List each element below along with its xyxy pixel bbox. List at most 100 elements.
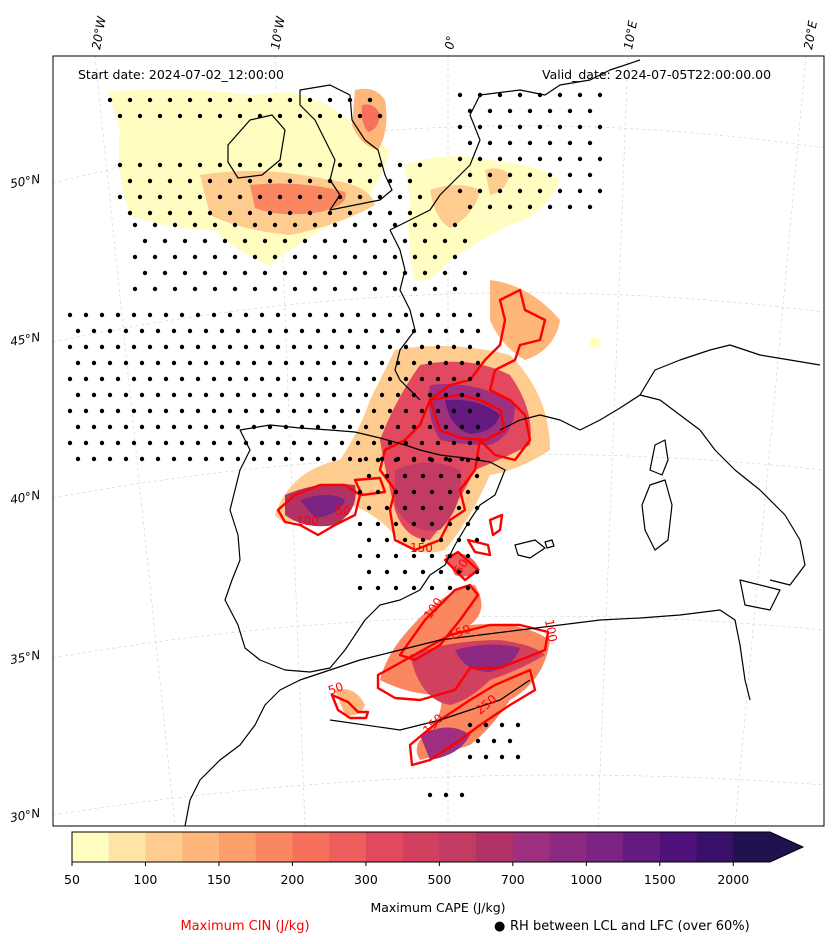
rh-dot xyxy=(195,408,201,414)
rh-dot xyxy=(155,360,161,366)
rh-dot xyxy=(355,408,361,414)
rh-dot xyxy=(307,312,313,318)
rh-dot xyxy=(171,456,177,462)
rh-dot xyxy=(272,286,278,292)
rh-dot xyxy=(397,194,403,200)
rh-dot xyxy=(235,360,241,366)
rh-dot xyxy=(267,210,273,216)
rh-dot xyxy=(462,238,468,244)
rh-dot xyxy=(515,722,521,728)
rh-dot xyxy=(299,424,305,430)
rh-dot xyxy=(387,408,393,414)
rh-dot xyxy=(323,376,329,382)
rh-dot xyxy=(115,312,121,318)
rh-dot xyxy=(347,392,353,398)
coastlines xyxy=(184,59,821,826)
rh-dot xyxy=(202,270,208,276)
rh-dot xyxy=(107,328,113,334)
rh-dot xyxy=(402,505,408,511)
rh-dot xyxy=(387,440,393,446)
rh-dot xyxy=(372,286,378,292)
rh-dot xyxy=(211,376,217,382)
rh-dot xyxy=(155,456,161,462)
rh-dot xyxy=(507,738,513,744)
rh-dot xyxy=(393,457,399,463)
rh-dot xyxy=(427,392,433,398)
rh-dot xyxy=(219,328,225,334)
colorbar-swatch xyxy=(292,832,330,862)
rh-dot xyxy=(379,424,385,430)
rh-dot xyxy=(467,344,473,350)
rh-dot xyxy=(419,408,425,414)
rh-dot xyxy=(307,97,313,103)
rh-dot xyxy=(367,210,373,216)
rh-dot xyxy=(347,210,353,216)
rh-dot xyxy=(162,270,168,276)
rh-dot xyxy=(547,140,553,146)
rh-dot xyxy=(195,440,201,446)
rh-dot xyxy=(203,424,209,430)
rh-dot xyxy=(217,162,223,168)
rh-dot xyxy=(155,328,161,334)
rh-dot xyxy=(197,113,203,119)
rh-dot xyxy=(317,194,323,200)
colorbar-swatch xyxy=(329,832,367,862)
rh-dot xyxy=(83,312,89,318)
rh-dot xyxy=(107,97,113,103)
rh-dot xyxy=(83,376,89,382)
rh-dot xyxy=(442,238,448,244)
rh-dot xyxy=(251,328,257,334)
rh-dot xyxy=(227,376,233,382)
rh-dot xyxy=(567,204,573,210)
rh-dot xyxy=(347,456,353,462)
rh-dot xyxy=(127,97,133,103)
rh-dot xyxy=(438,505,444,511)
rh-dot xyxy=(557,156,563,162)
rh-dot xyxy=(131,408,137,414)
rh-dot xyxy=(172,286,178,292)
rh-dot xyxy=(272,222,278,228)
rh-dot xyxy=(447,585,453,591)
rh-dot xyxy=(429,585,435,591)
rh-dot xyxy=(447,457,453,463)
rh-dot xyxy=(456,569,462,575)
rh-dot xyxy=(366,537,372,543)
rh-dot xyxy=(123,456,129,462)
rh-dot xyxy=(402,473,408,479)
rh-dot xyxy=(411,521,417,527)
rh-dot xyxy=(367,97,373,103)
rh-dot xyxy=(403,408,409,414)
rh-dot xyxy=(297,194,303,200)
colorbar-tick-label: 50 xyxy=(64,872,80,887)
rh-dot xyxy=(567,140,573,146)
rh-dot xyxy=(227,344,233,350)
rh-dot xyxy=(222,238,228,244)
rh-dot xyxy=(147,178,153,184)
rh-dot xyxy=(123,328,129,334)
rh-dot xyxy=(235,328,241,334)
rh-dot xyxy=(272,254,278,260)
rh-dot xyxy=(477,124,483,130)
rh-dot xyxy=(91,328,97,334)
rh-dot xyxy=(91,424,97,430)
rh-dot xyxy=(395,392,401,398)
rh-dot xyxy=(171,424,177,430)
rh-dot xyxy=(447,489,453,495)
colorbar-swatch xyxy=(182,832,220,862)
colorbar-swatch xyxy=(696,832,734,862)
rh-dot xyxy=(459,792,465,798)
rh-dot xyxy=(347,178,353,184)
rh-dot xyxy=(487,204,493,210)
rh-dot xyxy=(163,344,169,350)
rh-dot xyxy=(172,254,178,260)
rh-dot xyxy=(212,286,218,292)
rh-dot xyxy=(117,194,123,200)
cin-contour-label: 100 xyxy=(296,514,319,528)
rh-dot xyxy=(307,440,313,446)
rh-dot xyxy=(299,456,305,462)
rh-dot xyxy=(132,254,138,260)
rh-dot xyxy=(395,360,401,366)
rh-dot xyxy=(462,270,468,276)
rh-dot xyxy=(403,440,409,446)
rh-dot xyxy=(384,505,390,511)
